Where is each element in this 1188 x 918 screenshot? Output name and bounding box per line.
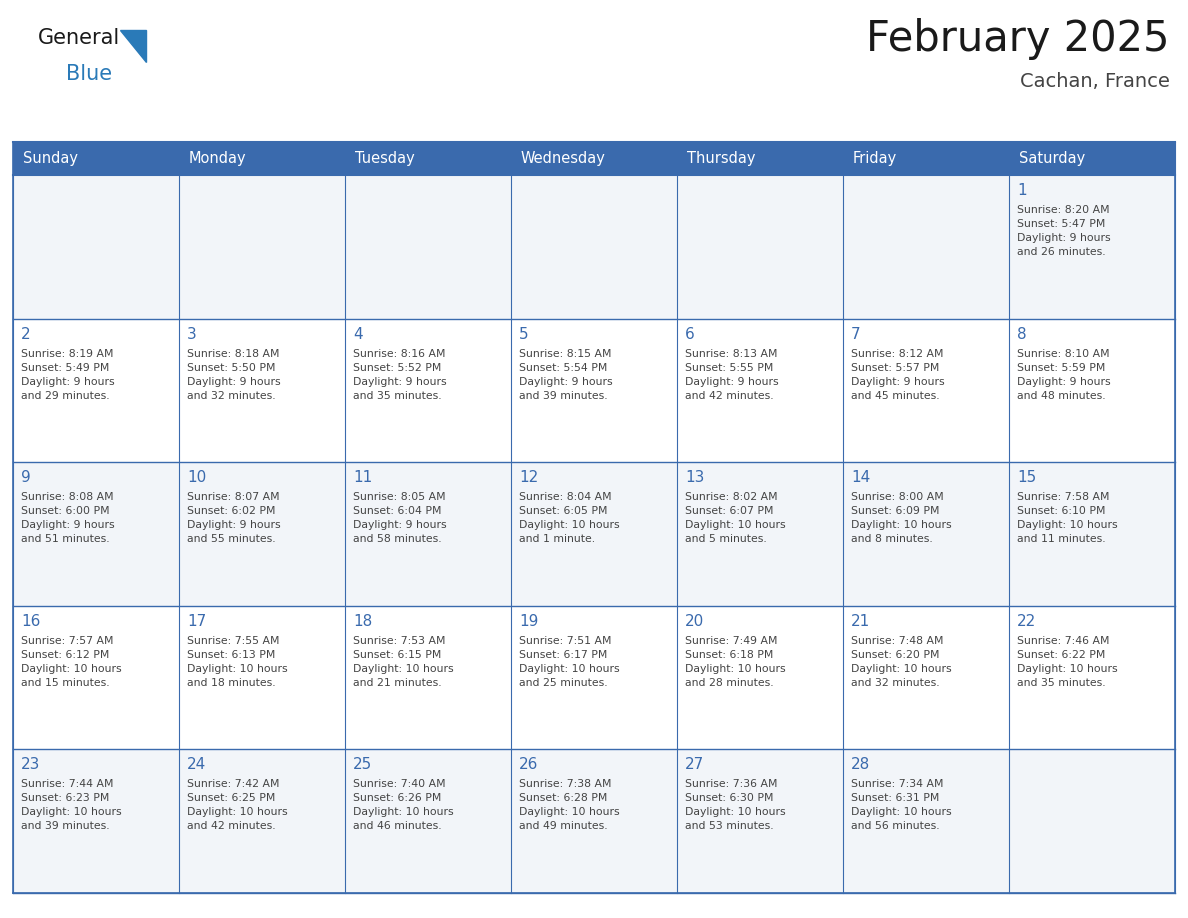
Text: 19: 19	[519, 614, 538, 629]
Text: Sunrise: 7:42 AM
Sunset: 6:25 PM
Daylight: 10 hours
and 42 minutes.: Sunrise: 7:42 AM Sunset: 6:25 PM Dayligh…	[187, 779, 287, 832]
Text: 12: 12	[519, 470, 538, 486]
Text: Sunrise: 7:49 AM
Sunset: 6:18 PM
Daylight: 10 hours
and 28 minutes.: Sunrise: 7:49 AM Sunset: 6:18 PM Dayligh…	[685, 636, 785, 688]
Text: 7: 7	[851, 327, 860, 341]
Text: Sunrise: 8:19 AM
Sunset: 5:49 PM
Daylight: 9 hours
and 29 minutes.: Sunrise: 8:19 AM Sunset: 5:49 PM Dayligh…	[21, 349, 114, 400]
Text: 9: 9	[21, 470, 31, 486]
Text: Sunrise: 7:36 AM
Sunset: 6:30 PM
Daylight: 10 hours
and 53 minutes.: Sunrise: 7:36 AM Sunset: 6:30 PM Dayligh…	[685, 779, 785, 832]
Text: 27: 27	[685, 757, 704, 772]
Text: Sunrise: 8:20 AM
Sunset: 5:47 PM
Daylight: 9 hours
and 26 minutes.: Sunrise: 8:20 AM Sunset: 5:47 PM Dayligh…	[1017, 205, 1111, 257]
Text: 28: 28	[851, 757, 871, 772]
Text: 5: 5	[519, 327, 529, 341]
Text: General: General	[38, 28, 120, 48]
Text: 11: 11	[353, 470, 372, 486]
Text: Sunrise: 8:16 AM
Sunset: 5:52 PM
Daylight: 9 hours
and 35 minutes.: Sunrise: 8:16 AM Sunset: 5:52 PM Dayligh…	[353, 349, 447, 400]
Text: Sunrise: 8:13 AM
Sunset: 5:55 PM
Daylight: 9 hours
and 42 minutes.: Sunrise: 8:13 AM Sunset: 5:55 PM Dayligh…	[685, 349, 778, 400]
Text: Sunrise: 7:55 AM
Sunset: 6:13 PM
Daylight: 10 hours
and 18 minutes.: Sunrise: 7:55 AM Sunset: 6:13 PM Dayligh…	[187, 636, 287, 688]
Text: 4: 4	[353, 327, 362, 341]
Text: Sunrise: 7:34 AM
Sunset: 6:31 PM
Daylight: 10 hours
and 56 minutes.: Sunrise: 7:34 AM Sunset: 6:31 PM Dayligh…	[851, 779, 952, 832]
Text: 15: 15	[1017, 470, 1036, 486]
Text: Sunrise: 8:15 AM
Sunset: 5:54 PM
Daylight: 9 hours
and 39 minutes.: Sunrise: 8:15 AM Sunset: 5:54 PM Dayligh…	[519, 349, 613, 400]
Text: 24: 24	[187, 757, 207, 772]
Text: 6: 6	[685, 327, 695, 341]
Text: Thursday: Thursday	[687, 151, 756, 166]
Text: 13: 13	[685, 470, 704, 486]
Text: 2: 2	[21, 327, 31, 341]
Text: 16: 16	[21, 614, 40, 629]
Text: 17: 17	[187, 614, 207, 629]
Text: 25: 25	[353, 757, 372, 772]
Text: Sunrise: 7:40 AM
Sunset: 6:26 PM
Daylight: 10 hours
and 46 minutes.: Sunrise: 7:40 AM Sunset: 6:26 PM Dayligh…	[353, 779, 454, 832]
Text: Sunrise: 7:58 AM
Sunset: 6:10 PM
Daylight: 10 hours
and 11 minutes.: Sunrise: 7:58 AM Sunset: 6:10 PM Dayligh…	[1017, 492, 1118, 544]
Text: Cachan, France: Cachan, France	[1020, 72, 1170, 91]
Text: 22: 22	[1017, 614, 1036, 629]
Text: 18: 18	[353, 614, 372, 629]
Text: Sunrise: 8:18 AM
Sunset: 5:50 PM
Daylight: 9 hours
and 32 minutes.: Sunrise: 8:18 AM Sunset: 5:50 PM Dayligh…	[187, 349, 280, 400]
Bar	[13, 749, 1175, 893]
Text: 23: 23	[21, 757, 40, 772]
Text: Sunrise: 8:05 AM
Sunset: 6:04 PM
Daylight: 9 hours
and 58 minutes.: Sunrise: 8:05 AM Sunset: 6:04 PM Dayligh…	[353, 492, 447, 544]
Bar	[13, 606, 1175, 749]
Text: 8: 8	[1017, 327, 1026, 341]
Text: Sunrise: 8:04 AM
Sunset: 6:05 PM
Daylight: 10 hours
and 1 minute.: Sunrise: 8:04 AM Sunset: 6:05 PM Dayligh…	[519, 492, 620, 544]
Text: Sunrise: 7:57 AM
Sunset: 6:12 PM
Daylight: 10 hours
and 15 minutes.: Sunrise: 7:57 AM Sunset: 6:12 PM Dayligh…	[21, 636, 121, 688]
Text: Monday: Monday	[189, 151, 247, 166]
Text: Friday: Friday	[853, 151, 897, 166]
Text: 3: 3	[187, 327, 197, 341]
Bar	[13, 142, 1175, 175]
Text: 20: 20	[685, 614, 704, 629]
Bar	[13, 319, 1175, 462]
Text: Sunrise: 7:38 AM
Sunset: 6:28 PM
Daylight: 10 hours
and 49 minutes.: Sunrise: 7:38 AM Sunset: 6:28 PM Dayligh…	[519, 779, 620, 832]
Text: Sunrise: 8:08 AM
Sunset: 6:00 PM
Daylight: 9 hours
and 51 minutes.: Sunrise: 8:08 AM Sunset: 6:00 PM Dayligh…	[21, 492, 114, 544]
Text: Tuesday: Tuesday	[355, 151, 415, 166]
Text: Sunrise: 7:46 AM
Sunset: 6:22 PM
Daylight: 10 hours
and 35 minutes.: Sunrise: 7:46 AM Sunset: 6:22 PM Dayligh…	[1017, 636, 1118, 688]
Text: 1: 1	[1017, 183, 1026, 198]
Text: Wednesday: Wednesday	[522, 151, 606, 166]
Bar	[13, 462, 1175, 606]
Text: Sunrise: 7:48 AM
Sunset: 6:20 PM
Daylight: 10 hours
and 32 minutes.: Sunrise: 7:48 AM Sunset: 6:20 PM Dayligh…	[851, 636, 952, 688]
Text: Sunrise: 7:44 AM
Sunset: 6:23 PM
Daylight: 10 hours
and 39 minutes.: Sunrise: 7:44 AM Sunset: 6:23 PM Dayligh…	[21, 779, 121, 832]
Text: February 2025: February 2025	[866, 18, 1170, 60]
Text: 14: 14	[851, 470, 871, 486]
Text: Sunrise: 8:12 AM
Sunset: 5:57 PM
Daylight: 9 hours
and 45 minutes.: Sunrise: 8:12 AM Sunset: 5:57 PM Dayligh…	[851, 349, 944, 400]
Text: Sunrise: 7:51 AM
Sunset: 6:17 PM
Daylight: 10 hours
and 25 minutes.: Sunrise: 7:51 AM Sunset: 6:17 PM Dayligh…	[519, 636, 620, 688]
Text: Blue: Blue	[67, 64, 112, 84]
Text: Sunrise: 7:53 AM
Sunset: 6:15 PM
Daylight: 10 hours
and 21 minutes.: Sunrise: 7:53 AM Sunset: 6:15 PM Dayligh…	[353, 636, 454, 688]
Text: Saturday: Saturday	[1019, 151, 1086, 166]
Text: 26: 26	[519, 757, 538, 772]
Text: 21: 21	[851, 614, 871, 629]
Text: Sunrise: 8:10 AM
Sunset: 5:59 PM
Daylight: 9 hours
and 48 minutes.: Sunrise: 8:10 AM Sunset: 5:59 PM Dayligh…	[1017, 349, 1111, 400]
Text: Sunrise: 8:07 AM
Sunset: 6:02 PM
Daylight: 9 hours
and 55 minutes.: Sunrise: 8:07 AM Sunset: 6:02 PM Dayligh…	[187, 492, 280, 544]
Text: 10: 10	[187, 470, 207, 486]
Text: Sunday: Sunday	[23, 151, 78, 166]
Bar	[13, 175, 1175, 319]
Polygon shape	[120, 30, 146, 62]
Text: Sunrise: 8:02 AM
Sunset: 6:07 PM
Daylight: 10 hours
and 5 minutes.: Sunrise: 8:02 AM Sunset: 6:07 PM Dayligh…	[685, 492, 785, 544]
Text: Sunrise: 8:00 AM
Sunset: 6:09 PM
Daylight: 10 hours
and 8 minutes.: Sunrise: 8:00 AM Sunset: 6:09 PM Dayligh…	[851, 492, 952, 544]
